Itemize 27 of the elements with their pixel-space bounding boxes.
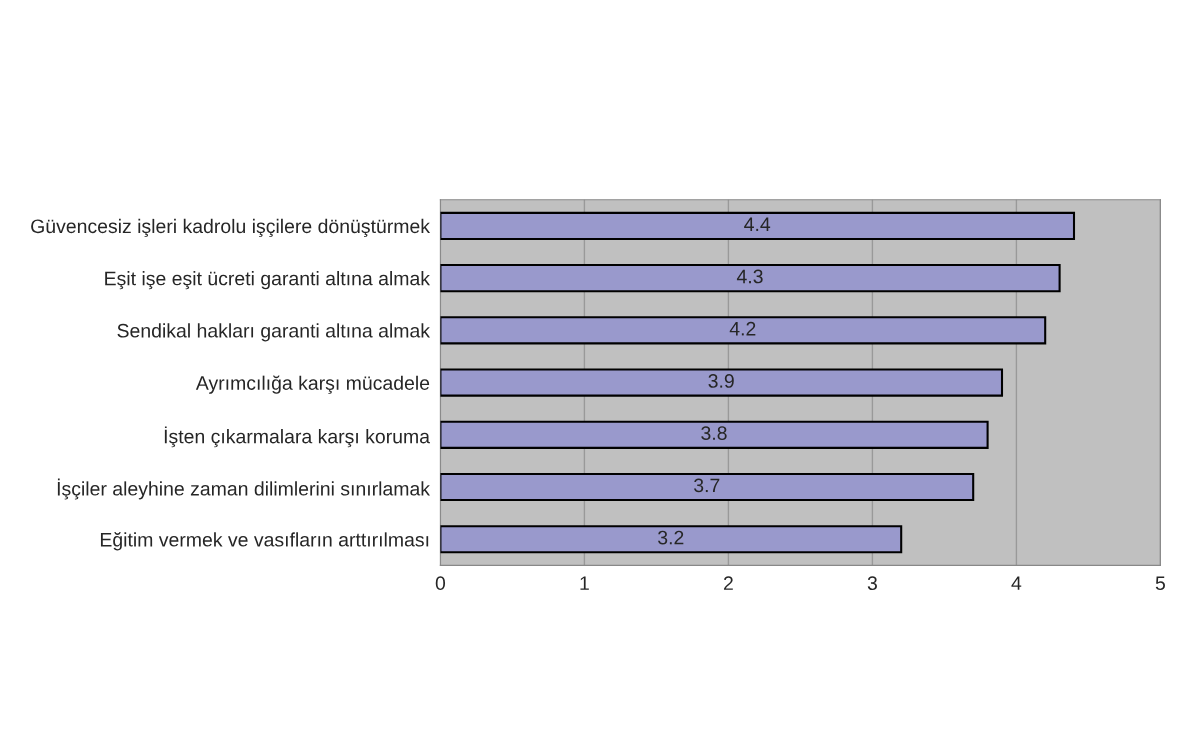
y-tick-label: Ayrımcılığa karşı mücadele	[195, 375, 430, 394]
x-tick-label: 5	[1155, 576, 1165, 591]
y-tick-label: Sendikal hakları garanti altına almak	[117, 323, 431, 342]
bar	[440, 211, 1076, 241]
x-tick-label: 0	[435, 576, 446, 591]
data-label: 3.7	[694, 478, 720, 493]
data-label: 4.3	[736, 269, 763, 284]
bar	[440, 420, 989, 449]
x-tick-label: 3	[867, 576, 877, 591]
y-tick-label: İşten çıkarmalara karşı koruma	[164, 426, 430, 448]
x-tick-label: 1	[580, 576, 589, 590]
y-tick-label: Eşit işe eşit ücreti garanti altına almak	[105, 271, 431, 290]
x-tick-label: 2	[723, 576, 733, 590]
y-tick-label: Eğitim vermek ve vasıfların arttırılması	[100, 532, 429, 551]
bar	[440, 472, 975, 502]
y-tick-label: Güvencesiz işleri kadrolu işçilere dönüştürmek	[31, 218, 431, 238]
y-tick-label: İşçiler aleyhine zaman dilimlerini sınırlamak	[57, 478, 431, 500]
bar	[440, 264, 1061, 293]
bar	[440, 368, 1004, 397]
data-label: 3.9	[708, 374, 734, 388]
data-label: 4.4	[744, 217, 771, 231]
data-label: 3.2	[658, 530, 684, 545]
bar	[440, 316, 1047, 345]
x-tick-label: 4	[1011, 576, 1022, 590]
data-label: 3.8	[701, 426, 727, 441]
bar	[440, 525, 903, 554]
data-label: 4.2	[729, 321, 756, 336]
